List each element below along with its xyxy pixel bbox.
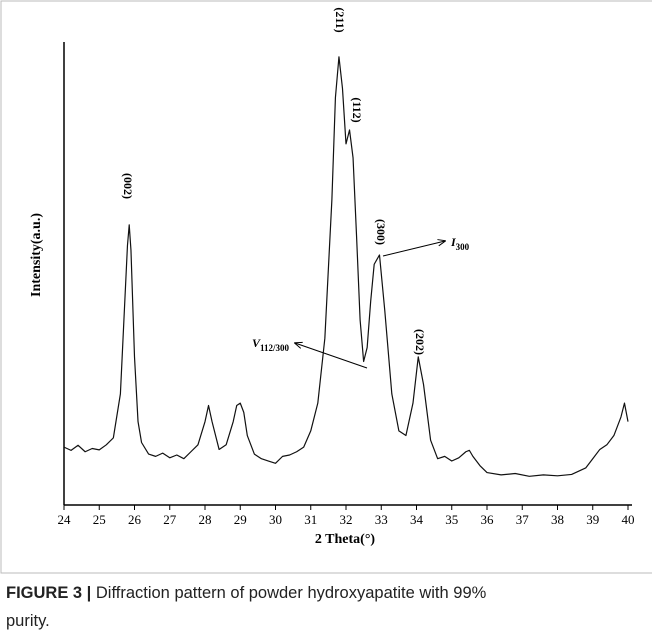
x-tick-label: 33 bbox=[375, 512, 388, 527]
caption: FIGURE 3 | Diffraction pattern of powder… bbox=[6, 584, 487, 602]
peak-label: (300) bbox=[374, 219, 388, 245]
x-tick-label: 25 bbox=[93, 512, 106, 527]
caption-text: purity. bbox=[6, 612, 50, 630]
peak-label: (112) bbox=[350, 97, 364, 122]
v-label: V112/300 bbox=[252, 336, 290, 353]
x-tick-label: 30 bbox=[269, 512, 282, 527]
y-axis-label: Intensity(a.u.) bbox=[29, 213, 44, 297]
x-tick-label: 29 bbox=[234, 512, 247, 527]
arrow bbox=[295, 343, 368, 369]
i-label-main: I bbox=[450, 235, 457, 249]
x-tick-label: 32 bbox=[340, 512, 353, 527]
x-tick-label: 28 bbox=[199, 512, 212, 527]
x-tick-label: 39 bbox=[586, 512, 599, 527]
x-tick-label: 37 bbox=[516, 512, 530, 527]
x-tick-label: 38 bbox=[551, 512, 564, 527]
caption-label: FIGURE 3 | bbox=[6, 584, 91, 602]
x-tick-label: 27 bbox=[163, 512, 177, 527]
x-tick-label: 35 bbox=[445, 512, 458, 527]
v-label-main: V bbox=[252, 336, 261, 350]
v-label-sub: 112/300 bbox=[260, 343, 290, 353]
x-tick-label: 26 bbox=[128, 512, 142, 527]
x-tick-label: 34 bbox=[410, 512, 424, 527]
x-axis-label: 2 Theta(°) bbox=[315, 532, 376, 547]
x-tick-label: 40 bbox=[622, 512, 635, 527]
i-label: I300 bbox=[450, 235, 470, 252]
peak-label: (002) bbox=[121, 173, 135, 199]
peak-label: (202) bbox=[413, 329, 427, 355]
diffraction-line bbox=[63, 56, 629, 477]
x-tick-label: 24 bbox=[58, 512, 72, 527]
x-tick-label: 31 bbox=[304, 512, 317, 527]
i-label-sub: 300 bbox=[456, 242, 470, 252]
x-tick-label: 36 bbox=[481, 512, 495, 527]
arrow bbox=[382, 241, 445, 257]
caption-text: Diffraction pattern of powder hydroxyapa… bbox=[91, 584, 486, 602]
peak-label: (211) bbox=[333, 7, 347, 32]
figure-frame bbox=[0, 0, 652, 574]
